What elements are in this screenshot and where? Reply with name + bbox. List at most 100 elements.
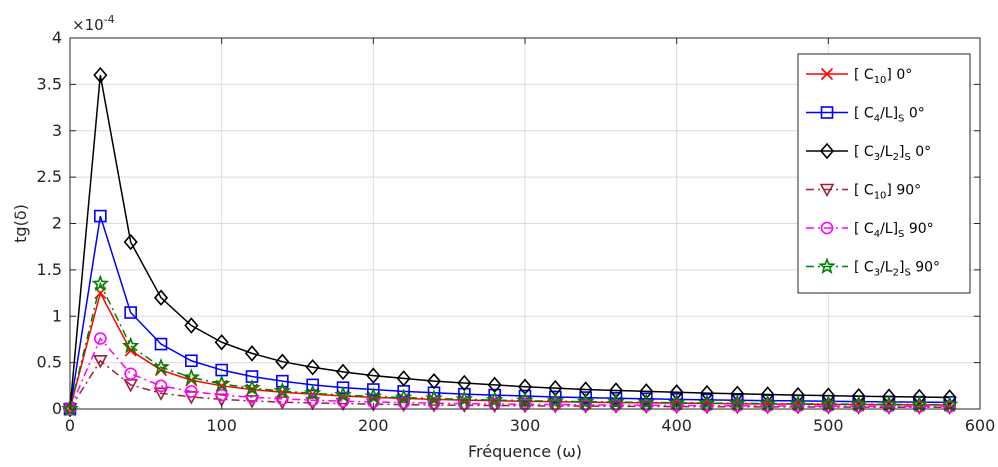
legend-text-part: [ C — [854, 260, 874, 276]
legend-label: [ C10] 0° — [854, 67, 912, 86]
legend-item: [ C4/L]S 90° — [806, 221, 934, 240]
y-tick-label: 1.5 — [37, 260, 62, 279]
legend-text-part: 0° — [904, 106, 924, 122]
data-point — [306, 378, 319, 392]
y-axis-label: tg(δ) — [11, 204, 30, 243]
data-point — [852, 400, 865, 413]
x-axis-label: Fréquence (ω) — [468, 442, 582, 461]
legend-marker — [819, 183, 835, 198]
x-tick-label: 600 — [965, 416, 996, 435]
legend-marker — [820, 106, 834, 119]
legend-item: [ C3/L2]S 90° — [806, 257, 940, 279]
legend-label: [ C4/L]S 0° — [854, 106, 925, 125]
legend-text-part: ] — [899, 144, 904, 160]
data-point — [306, 393, 319, 407]
legend-text-part: /L — [880, 144, 893, 160]
plot-box — [69, 37, 981, 410]
data-point — [882, 400, 896, 413]
legend-marker — [820, 221, 834, 235]
legend-text-part: /L — [880, 260, 893, 276]
data-point — [243, 378, 261, 396]
legend-subscript: S — [898, 229, 904, 240]
data-point — [153, 289, 169, 306]
legend-item: [ C10] 90° — [806, 183, 921, 202]
data-point — [579, 391, 592, 404]
y-tick-label: 2 — [52, 214, 62, 233]
data-point — [154, 379, 168, 393]
data-point — [485, 390, 504, 408]
y-tick-label: 3 — [52, 121, 62, 140]
legend-text-part: ] 90° — [886, 183, 921, 199]
data-point — [640, 398, 653, 412]
y-tick-labels: 0 0.5 1 1.5 2 2.5 3 3.5 4 — [37, 28, 62, 418]
x-tick-label: 400 — [661, 416, 692, 435]
y-axis-exponent: ×10-4 — [72, 13, 115, 34]
data-point — [124, 367, 137, 381]
legend-marker — [818, 257, 836, 274]
legend-text-part: ] 0° — [886, 67, 912, 83]
data-point — [849, 394, 868, 412]
data-point — [61, 399, 79, 417]
data-point — [426, 372, 442, 390]
data-point — [154, 337, 168, 351]
legend-text-part: 90° — [904, 221, 933, 237]
legend-text-part: [ C — [854, 144, 874, 160]
data-point — [123, 233, 138, 251]
data-point — [457, 374, 472, 392]
data-point — [394, 388, 413, 406]
legend-text-part: /L] — [880, 106, 898, 122]
data-point — [576, 392, 595, 410]
legend-subscript: S — [898, 114, 904, 125]
data-point — [336, 381, 350, 394]
data-point — [182, 368, 201, 385]
legend-subscript: 4 — [874, 114, 880, 125]
data-point — [789, 394, 807, 412]
data-point — [758, 394, 777, 411]
data-point — [153, 387, 169, 401]
data-point — [728, 394, 747, 411]
data-point — [214, 333, 229, 351]
data-point — [185, 385, 198, 398]
data-point — [761, 399, 774, 413]
data-point — [185, 354, 198, 368]
legend-marker — [819, 142, 835, 160]
data-point — [822, 399, 835, 413]
data-point — [396, 370, 411, 387]
data-point — [880, 395, 898, 412]
data-point — [518, 397, 532, 411]
data-point — [273, 381, 292, 399]
y-tick-label: 3.5 — [37, 74, 62, 93]
legend-subscript: S — [904, 268, 910, 279]
x-tick-label: 300 — [510, 416, 541, 435]
legend-label: [ C3/L2]S 90° — [854, 260, 940, 279]
data-point — [335, 363, 351, 381]
legend-subscript: 4 — [874, 229, 880, 240]
legend-subscript: 2 — [893, 152, 899, 163]
legend-items: [ C10] 0°[ C4/L]S 0°[ C3/L2]S 0°[ C10] 9… — [806, 67, 940, 279]
data-point — [215, 388, 228, 402]
x-tick-label: 200 — [358, 416, 389, 435]
legend-item: [ C10] 0° — [806, 67, 912, 86]
data-point — [637, 393, 656, 410]
legend-subscript: 2 — [893, 268, 899, 279]
x-tick-label: 100 — [206, 416, 237, 435]
data-point — [639, 383, 654, 400]
data-point — [943, 400, 956, 413]
data-point — [670, 399, 683, 412]
legend-text-part: [ C — [854, 106, 874, 122]
legend-subscript: S — [904, 152, 910, 163]
data-point — [579, 398, 592, 412]
data-point — [366, 367, 381, 384]
y-tick-label: 0.5 — [37, 353, 62, 372]
data-point — [455, 390, 474, 407]
x-tick-label: 500 — [813, 416, 844, 435]
data-point — [456, 399, 472, 413]
data-point — [212, 374, 231, 392]
legend-marker — [820, 67, 834, 81]
y-tick-label: 2.5 — [37, 167, 62, 186]
data-point — [700, 399, 714, 412]
legend-item: [ C4/L]S 0° — [806, 106, 925, 125]
data-point — [549, 398, 562, 411]
data-point — [364, 387, 383, 404]
y-tick-label: 0 — [52, 399, 62, 418]
